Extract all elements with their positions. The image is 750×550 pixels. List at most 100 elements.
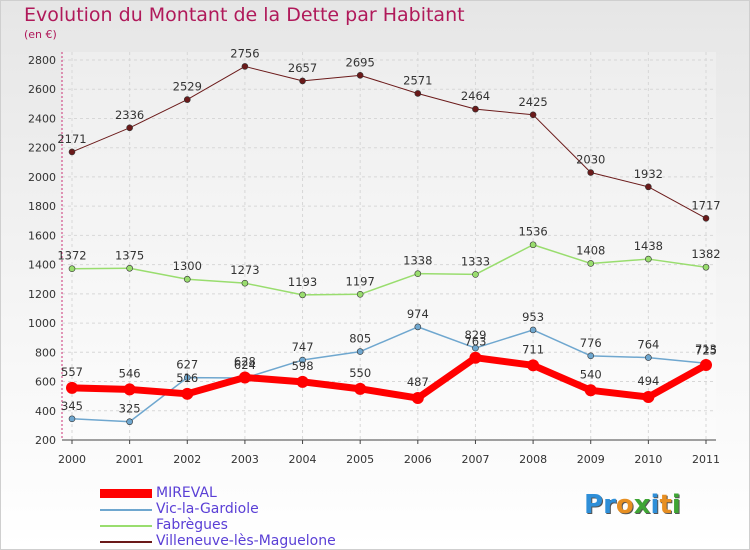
data-point-fabr-gues-2007 [472,271,479,278]
data-point-mireval-2001 [123,383,136,396]
data-label-villeneuve-l-s-maguelone-2011: 1717 [691,198,720,212]
data-point-vic-la-gardiole-2001 [126,418,133,426]
y-tick-label-400: 400 [35,405,56,418]
data-label-vic-la-gardiole-2006: 974 [407,307,429,321]
logo-letter: o [615,490,634,520]
data-label-villeneuve-l-s-maguelone-2001: 2336 [115,108,144,122]
data-label-vic-la-gardiole-2008: 953 [522,310,544,324]
x-tick-label-2006: 2006 [404,453,432,466]
data-label-mireval-2001: 546 [119,366,141,380]
data-point-villeneuve-l-s-maguelone-2004 [299,77,306,85]
data-point-mireval-2007 [469,351,482,364]
x-tick-label-2000: 2000 [58,453,86,466]
data-label-villeneuve-l-s-maguelone-2010: 1932 [634,167,663,181]
data-label-fabr-gues-2004: 1193 [288,275,317,289]
data-label-villeneuve-l-s-maguelone-2002: 2529 [173,80,202,94]
legend-label-fabr-gues: Fabrègues [156,517,228,533]
data-label-mireval-2000: 557 [61,365,83,379]
data-point-mireval-2006 [411,392,424,405]
data-point-fabr-gues-2002 [183,275,191,283]
data-point-fabr-gues-2000 [68,265,76,273]
data-label-mireval-2008: 711 [522,342,544,356]
data-point-villeneuve-l-s-maguelone-2002 [183,96,191,103]
y-tick-label-200: 200 [35,434,56,447]
data-point-mireval-2005 [354,382,367,395]
legend-label-mireval: MIREVAL [156,485,217,501]
plot-area [62,52,716,440]
data-label-vic-la-gardiole-2010: 764 [637,338,659,352]
data-label-vic-la-gardiole-2007: 829 [464,328,486,342]
data-label-fabr-gues-2006: 1338 [403,254,432,268]
logo-letter: r [603,490,616,520]
proxiti-logo: Proxiti [584,490,681,520]
data-point-fabr-gues-2001 [126,264,133,272]
y-tick-label-1400: 1400 [28,259,56,272]
data-point-mireval-2008 [527,359,540,372]
data-point-fabr-gues-2006 [414,270,422,277]
series-line-fabr-gues [71,243,707,296]
series-line-villeneuve-l-s-maguelone [71,65,707,219]
data-label-fabr-gues-2000: 1372 [57,249,86,263]
data-label-villeneuve-l-s-maguelone-2004: 2657 [288,61,317,75]
data-point-vic-la-gardiole-2002 [183,374,191,381]
data-point-fabr-gues-2011 [702,263,710,271]
legend-label-villeneuve-l-s-maguelone: Villeneuve-lès-Maguelone [156,533,336,549]
data-point-villeneuve-l-s-maguelone-2005 [356,72,364,79]
data-label-vic-la-gardiole-2005: 805 [349,332,371,346]
x-tick-label-2008: 2008 [519,453,547,466]
series-line-mireval [68,354,710,402]
data-point-villeneuve-l-s-maguelone-2009 [587,169,595,176]
data-point-vic-la-gardiole-2006 [414,323,422,331]
data-point-vic-la-gardiole-2008 [529,326,537,334]
legend: MIREVAL Vic-la-Gardiole Fabrègues Villeneuv… [100,485,430,550]
data-label-fabr-gues-2005: 1197 [346,274,375,288]
x-tick-label-2009: 2009 [577,453,605,466]
legend-swatch-mireval [100,489,152,498]
data-label-villeneuve-l-s-maguelone-2003: 2756 [230,46,259,60]
logo-letter: t [659,490,672,520]
data-label-vic-la-gardiole-2009: 776 [580,336,602,350]
data-point-villeneuve-l-s-maguelone-2003 [241,63,249,70]
data-point-fabr-gues-2008 [529,241,537,249]
data-label-fabr-gues-2007: 1333 [461,254,490,268]
data-label-fabr-gues-2002: 1300 [173,259,202,273]
data-point-villeneuve-l-s-maguelone-2006 [414,90,422,97]
data-point-mireval-2004 [296,375,309,388]
legend-swatch-vic-la-gardiole [100,509,152,511]
legend-item-fabr-gues: Fabrègues [100,517,430,534]
legend-item-mireval: MIREVAL [100,485,430,502]
data-point-mireval-2000 [66,381,78,394]
data-label-fabr-gues-2008: 1536 [518,225,547,239]
data-point-villeneuve-l-s-maguelone-2007 [472,105,479,113]
data-point-vic-la-gardiole-2010 [645,354,652,361]
y-tick-label-800: 800 [35,346,56,359]
data-label-mireval-2009: 540 [580,367,602,381]
data-label-villeneuve-l-s-maguelone-2008: 2425 [518,95,547,109]
y-tick-label-2200: 2200 [28,142,56,155]
data-point-vic-la-gardiole-2005 [356,348,364,355]
data-point-fabr-gues-2010 [645,255,652,263]
x-tick-label-2001: 2001 [116,453,144,466]
data-point-fabr-gues-2009 [587,260,595,267]
data-label-fabr-gues-2003: 1273 [230,263,259,277]
x-tick-label-2004: 2004 [289,453,317,466]
data-point-mireval-2011 [700,359,712,372]
data-point-mireval-2003 [238,371,251,384]
data-point-vic-la-gardiole-2007 [472,344,479,352]
y-tick-label-2000: 2000 [28,171,56,184]
data-point-vic-la-gardiole-2004 [299,356,306,364]
y-tick-label-1200: 1200 [28,288,56,301]
x-tick-label-2002: 2002 [173,453,201,466]
data-label-fabr-gues-2010: 1438 [634,239,663,253]
data-label-mireval-2011: 713 [695,342,717,356]
data-label-mireval-2004: 598 [292,359,314,373]
data-label-villeneuve-l-s-maguelone-2006: 2571 [403,73,432,87]
chart-subtitle: (en €) [24,28,57,41]
x-tick-label-2005: 2005 [346,453,374,466]
data-point-mireval-2010 [642,391,655,404]
y-tick-label-1800: 1800 [28,200,56,213]
x-tick-label-2011: 2011 [692,453,720,466]
data-label-mireval-2006: 487 [407,375,429,389]
